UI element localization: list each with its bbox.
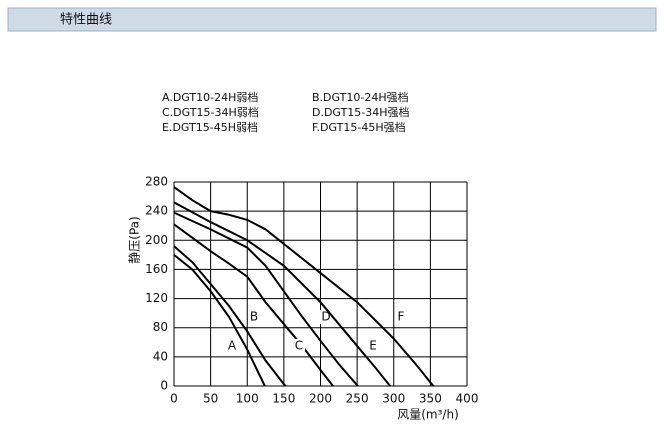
- curve: [173, 211, 359, 387]
- curve-label-bg: [367, 339, 379, 353]
- curve-label: A: [228, 339, 237, 353]
- x-tick-label: 100: [236, 392, 259, 406]
- y-tick-label: 280: [145, 175, 168, 189]
- x-tick-label: 350: [419, 392, 442, 406]
- curve: [173, 245, 287, 387]
- y-tick-label: 0: [160, 379, 168, 393]
- curve-label: C: [295, 339, 303, 353]
- legend-entry: B.DGT10-24H强档: [312, 90, 409, 104]
- y-tick-label: 40: [153, 349, 168, 363]
- header-bar: [7, 7, 657, 32]
- curve-label-bg: [293, 339, 305, 353]
- x-tick-label: 200: [309, 392, 332, 406]
- header-title: 特性曲线: [60, 13, 112, 28]
- curve-label: E: [369, 339, 377, 353]
- y-tick-label: 120: [145, 291, 168, 305]
- x-tick-label: 50: [203, 392, 218, 406]
- y-tick-label: 240: [145, 204, 168, 218]
- curve: [173, 201, 391, 387]
- legend-entry: F.DGT15-45H强档: [312, 120, 406, 134]
- curve-label-bg: [395, 310, 407, 324]
- x-tick-label: 300: [382, 392, 405, 406]
- x-tick-label: 250: [346, 392, 369, 406]
- x-axis-label: 风量(m³/h): [397, 408, 459, 422]
- curve: [173, 186, 435, 387]
- x-tick-label: 400: [456, 392, 479, 406]
- curve: [173, 223, 334, 387]
- curve-label: F: [398, 310, 405, 324]
- y-axis-label: 静压(Pa): [128, 216, 142, 263]
- curve-label: D: [321, 310, 330, 324]
- y-tick-label: 160: [145, 262, 168, 276]
- x-tick-label: 0: [170, 392, 178, 406]
- legend-entry: A.DGT10-24H弱档: [162, 90, 258, 104]
- curve-label-bg: [226, 339, 238, 353]
- y-tick-label: 80: [153, 320, 168, 334]
- legend-entry: C.DGT15-34H弱档: [162, 105, 259, 119]
- curve: [173, 254, 266, 387]
- curve-label: B: [250, 310, 258, 324]
- x-tick-label: 150: [272, 392, 295, 406]
- chart: A.DGT10-24H弱档 B.DGT10-24H强档 C.DGT15-34H弱档 D…: [128, 90, 479, 422]
- legend-entry: D.DGT15-34H强档: [312, 105, 410, 119]
- legend-entry: E.DGT15-45H弱档: [162, 120, 258, 134]
- curve-label-bg: [248, 310, 260, 324]
- y-tick-label: 200: [145, 233, 168, 247]
